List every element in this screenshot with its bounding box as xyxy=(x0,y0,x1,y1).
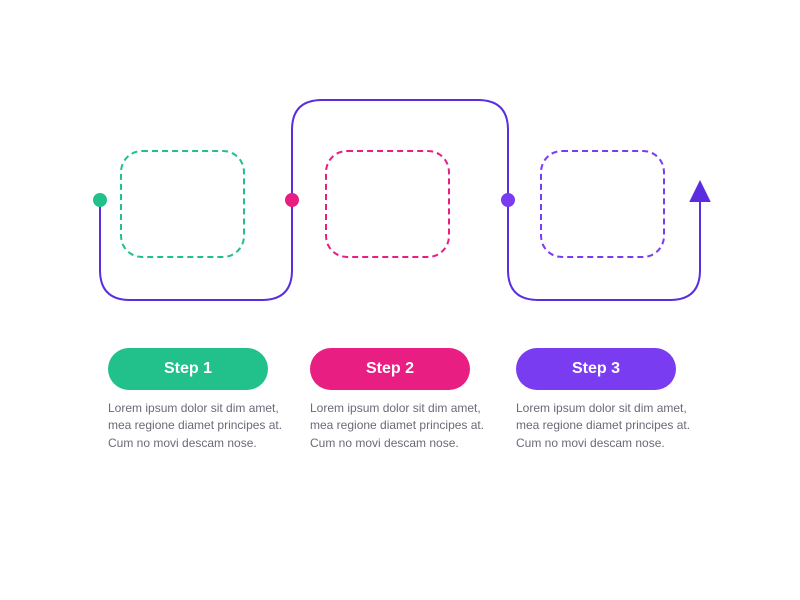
step-1-label: Step 1 xyxy=(164,360,212,378)
step-2-label: Step 2 xyxy=(366,360,414,378)
infographic-canvas: Step 1 Lorem ipsum dolor sit dim amet, m… xyxy=(0,0,800,600)
step-3-box xyxy=(540,150,665,258)
step-3-label: Step 3 xyxy=(572,360,620,378)
step-2-pill: Step 2 xyxy=(310,348,470,390)
step-3-pill: Step 3 xyxy=(516,348,676,390)
step-2-box xyxy=(325,150,450,258)
connector-path xyxy=(0,0,800,600)
step-1-description: Lorem ipsum dolor sit dim amet, mea regi… xyxy=(108,400,283,452)
step-1-box xyxy=(120,150,245,258)
step-1-node-dot xyxy=(93,193,107,207)
step-3-node-dot xyxy=(501,193,515,207)
step-2-node-dot xyxy=(285,193,299,207)
step-2-description: Lorem ipsum dolor sit dim amet, mea regi… xyxy=(310,400,485,452)
step-3-description: Lorem ipsum dolor sit dim amet, mea regi… xyxy=(516,400,691,452)
step-1-pill: Step 1 xyxy=(108,348,268,390)
